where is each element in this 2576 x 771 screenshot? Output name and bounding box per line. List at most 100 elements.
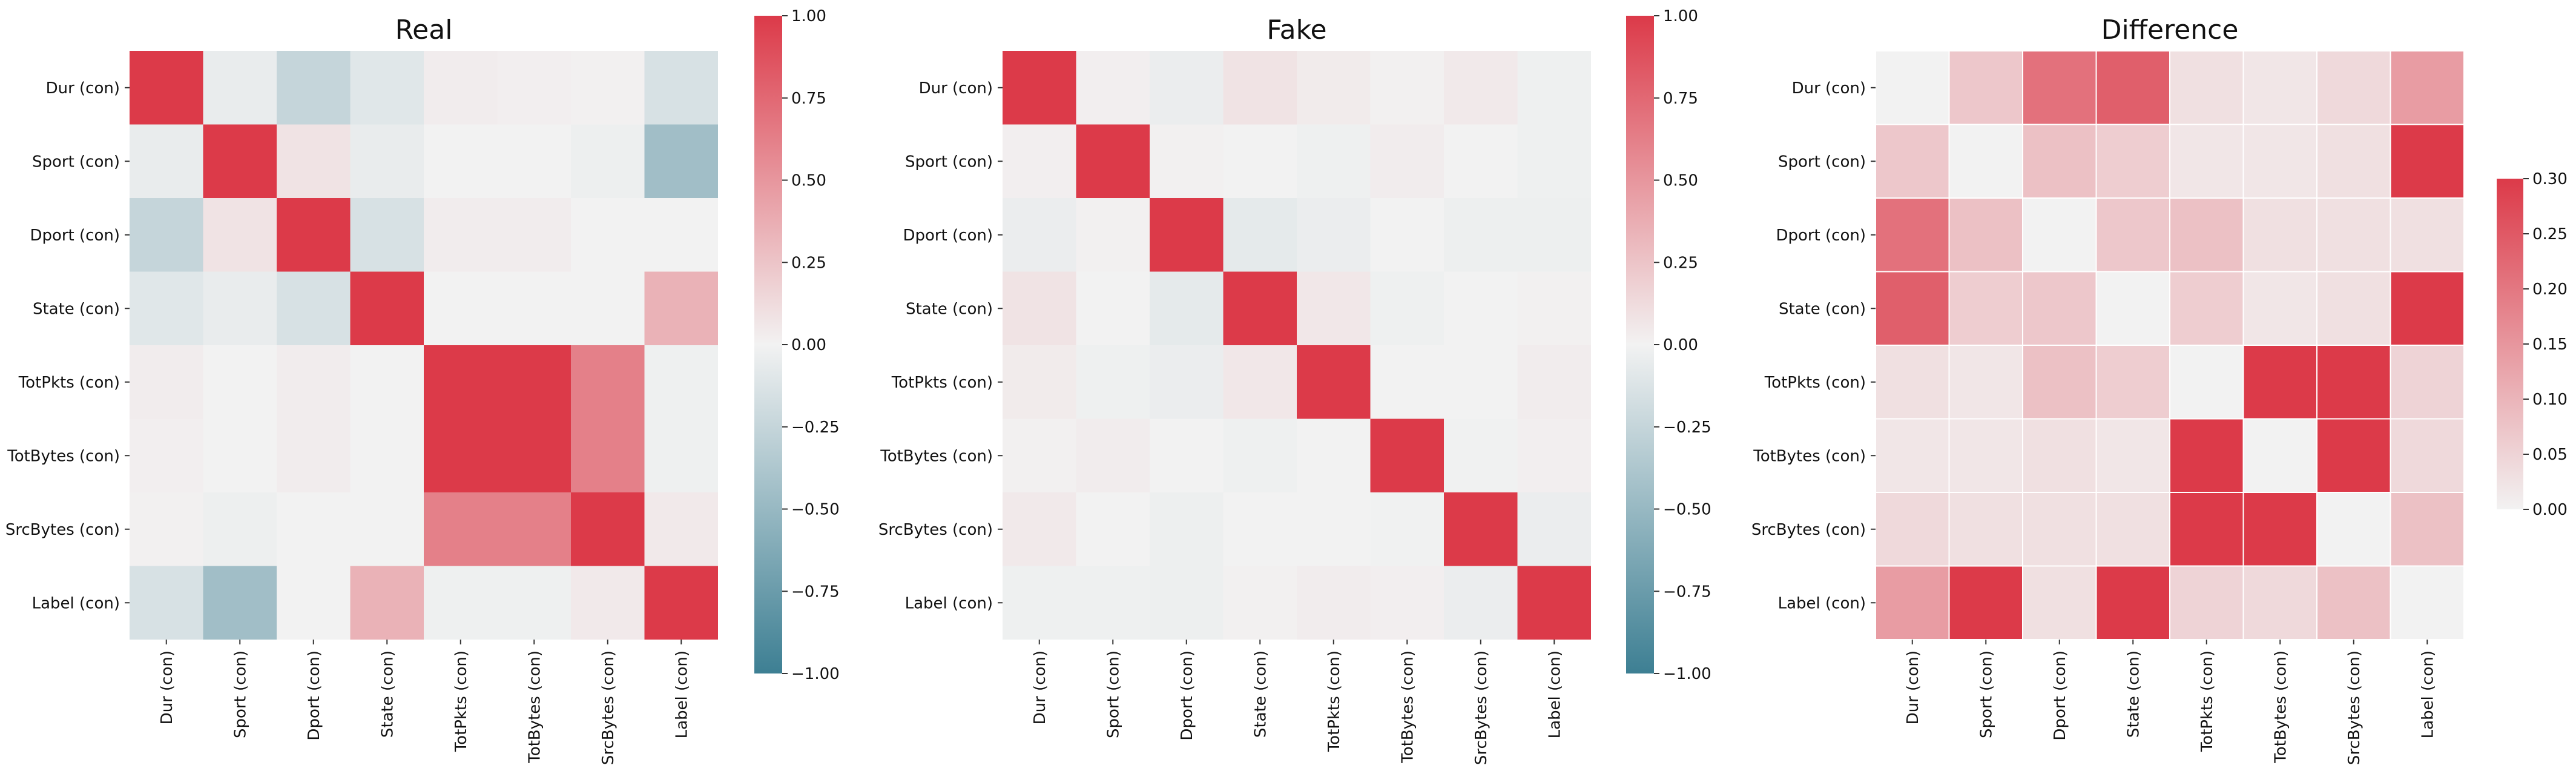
heatmap-cell [2169,345,2244,420]
x-tick-label: Dport (con) [305,650,323,741]
heatmap-cell [2242,50,2317,125]
y-tick-label: Sport (con) [32,153,120,171]
heatmap-cell [644,419,718,492]
heatmap-cell [2022,271,2097,346]
heatmap-cell [277,492,351,566]
heatmap-cell [1875,124,1950,199]
colorbar-tick-label: 0.00 [791,336,826,354]
colorbar-tick-label: 1.00 [1663,7,1698,25]
colorbar-tick-label: 0.25 [791,254,826,272]
heatmap-cell [571,566,645,640]
x-tick-label: State (con) [1251,650,1270,738]
x-tick-label: Label (con) [673,650,691,738]
heatmap-cell [1223,345,1297,419]
y-tick-label: TotPkts (con) [1764,374,1866,392]
heatmap-cell [277,198,351,272]
heatmap-cell [350,124,424,198]
x-tick-label: State (con) [378,650,397,738]
colorbar-tick-label: 1.00 [791,7,826,25]
heatmap-cell [277,345,351,419]
heatmap-cell [1150,492,1224,566]
x-tick-label: TotBytes (con) [525,650,544,764]
colorbar-tick-label: 0.25 [1663,254,1698,272]
heatmap-cell [203,566,277,640]
heatmap-cell [1517,271,1591,345]
y-tick-label: State (con) [1779,300,1866,318]
heatmap-cell [1875,197,1950,273]
heatmap-cell [1875,50,1950,125]
heatmap-cell [1444,419,1518,492]
heatmap-cell [1076,198,1150,272]
heatmap-cell [2095,271,2170,346]
heatmap-cell [2242,565,2317,640]
heatmap-cell [1444,198,1518,272]
heatmap-cell [2316,492,2391,567]
x-tick-label: Dur (con) [158,650,176,724]
heatmap-cell [1948,492,2023,567]
heatmap-cell [1150,124,1224,198]
x-tick-label: Dur (con) [1031,650,1049,724]
colorbar-tick-label: 0.10 [2532,391,2568,409]
heatmap-cell [130,419,203,492]
y-tick-label: TotBytes (con) [7,447,120,465]
heatmap-cell [1948,50,2023,125]
heatmap-cell [2095,50,2170,125]
y-tick-label: Dur (con) [46,79,120,98]
heatmap-cell [2390,492,2465,567]
heatmap-cell [571,271,645,345]
heatmap-cell [1223,492,1297,566]
heatmap-cell [1875,418,1950,493]
heatmap-cell [2316,418,2391,493]
heatmap-cell [424,345,498,419]
y-tick-label: Dur (con) [919,79,993,98]
heatmap-cell [2242,418,2317,493]
heatmap-cell [1444,271,1518,345]
heatmap-cell [1076,345,1150,419]
heatmap-cell [497,271,571,345]
colorbar-tick-label: −0.75 [1663,583,1711,601]
heatmap-cell [2095,124,2170,199]
heatmap-cell [497,345,571,419]
heatmap-cell [2022,197,2097,273]
heatmap-cell [350,345,424,419]
heatmap-cell [277,419,351,492]
heatmap-cell [1517,419,1591,492]
heatmap-cell [203,492,277,566]
heatmap-cell [1223,124,1297,198]
chart-title: Fake [1267,15,1326,45]
heatmap-cell [1517,198,1591,272]
heatmap-cell [497,198,571,272]
heatmap-cell [644,566,718,640]
heatmap-cell [1223,198,1297,272]
heatmap-cell [2390,271,2465,346]
colorbar-tick-label: 0.00 [2532,501,2568,519]
y-tick-label: SrcBytes (con) [1751,521,1866,539]
heatmap-cell [1223,271,1297,345]
y-tick-label: Label (con) [32,594,120,612]
heatmap-cell [130,492,203,566]
heatmap-cell [1948,345,2023,420]
heatmap-cell [130,124,203,198]
heatmap-fake: Fake Dur (con) Sport (con) Dport (con) State… [878,7,1711,765]
heatmap-cell [1444,566,1518,640]
heatmap-cell [1003,419,1076,492]
heatmap-cell [571,492,645,566]
heatmap-cell [2390,345,2465,420]
heatmap-cell [1297,492,1371,566]
heatmap-cell [203,198,277,272]
colorbar-tick-label: 0.75 [791,90,826,108]
heatmap-cell [1875,271,1950,346]
heatmap-cell [2169,492,2244,567]
heatmap-cell [2316,565,2391,640]
heatmap-cell [1948,565,2023,640]
heatmap-cell [1003,271,1076,345]
colorbar-tick-label: 0.75 [1663,90,1698,108]
heatmap-cell [1370,198,1444,272]
colorbar-tick-label: −0.50 [1663,501,1711,519]
heatmap-cell [424,271,498,345]
heatmap-cell [277,566,351,640]
heatmap-cell [203,51,277,125]
heatmap-cell [1517,124,1591,198]
y-tick-label: Label (con) [1778,594,1866,612]
